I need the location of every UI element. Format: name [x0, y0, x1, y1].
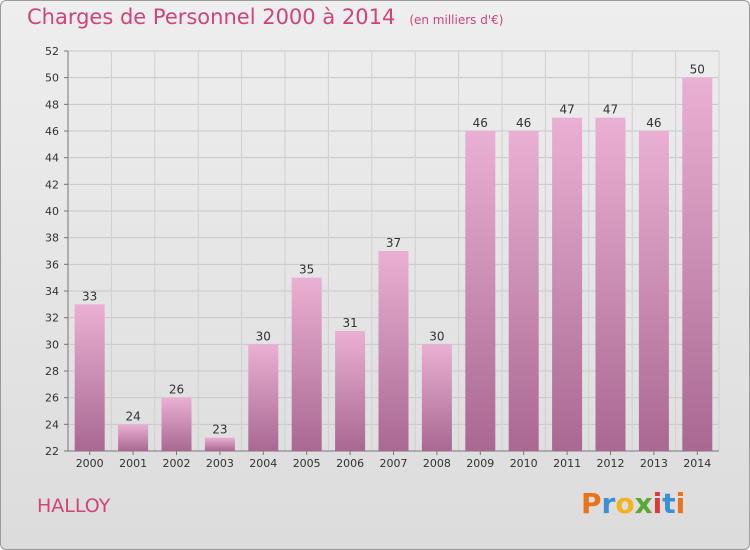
x-tick-label: 2012 — [597, 457, 625, 470]
x-tick-label: 2011 — [553, 457, 581, 470]
data-label: 24 — [125, 409, 140, 423]
y-tick-label: 26 — [45, 392, 59, 405]
bars — [74, 77, 713, 452]
logo-letter: x — [634, 487, 653, 520]
logo-letter: i — [675, 487, 686, 520]
bar — [118, 424, 149, 451]
bar — [248, 344, 279, 451]
x-tick-label: 2007 — [380, 457, 408, 470]
x-tick-label: 2000 — [76, 457, 104, 470]
x-tick-label: 2010 — [510, 457, 538, 470]
y-tick-label: 38 — [45, 232, 59, 245]
x-tick-label: 2009 — [466, 457, 494, 470]
bar — [638, 131, 669, 451]
y-tick-label: 36 — [45, 258, 59, 271]
data-label: 47 — [559, 103, 574, 117]
chart-title-text: Charges de Personnel 2000 à 2014 — [27, 5, 396, 29]
x-tick-label: 2013 — [640, 457, 668, 470]
chart-subtitle: (en milliers d'€) — [409, 13, 504, 27]
data-label: 46 — [516, 116, 531, 130]
data-label: 35 — [299, 263, 314, 277]
y-tick-label: 48 — [45, 98, 59, 111]
y-tick-label: 42 — [45, 178, 59, 191]
logo-letter: i — [652, 487, 663, 520]
bar — [74, 304, 105, 451]
logo-letter: o — [615, 487, 635, 520]
bar — [335, 331, 366, 451]
tick-labels: 22 24 26 28 30 32 34 36 38 40 42 44 46 48 50 52 2000 2001… — [45, 45, 711, 470]
bar — [552, 117, 583, 452]
y-tick-label: 46 — [45, 125, 59, 138]
x-tick-label: 2003 — [206, 457, 234, 470]
bar — [682, 77, 713, 452]
commune-name: HALLOY — [37, 495, 111, 517]
data-label: 30 — [429, 329, 444, 343]
data-label: 26 — [169, 383, 184, 397]
x-tick-label: 2008 — [423, 457, 451, 470]
y-tick-label: 28 — [45, 365, 59, 378]
y-tick-label: 50 — [45, 72, 59, 85]
x-tick-label: 2014 — [683, 457, 711, 470]
data-label: 47 — [603, 103, 618, 117]
bar — [421, 344, 452, 451]
data-label: 37 — [386, 236, 401, 250]
y-tick-label: 52 — [45, 45, 59, 58]
bar — [291, 277, 322, 451]
y-tick-label: 24 — [45, 418, 59, 431]
x-tick-label: 2002 — [163, 457, 191, 470]
data-label: 50 — [690, 63, 705, 77]
bar — [595, 117, 626, 452]
data-label: 33 — [82, 289, 97, 303]
y-tick-label: 30 — [45, 338, 59, 351]
logo-letter: r — [601, 487, 616, 520]
bar — [465, 131, 496, 451]
data-labels: 33 24 26 23 30 35 31 37 30 46 46 47 47 46 50 — [82, 63, 705, 437]
proxiti-logo[interactable]: Proxiti — [581, 487, 685, 520]
logo-letter: t — [662, 487, 676, 520]
x-tick-label: 2001 — [119, 457, 147, 470]
y-tick-label: 40 — [45, 205, 59, 218]
y-tick-label: 22 — [45, 445, 59, 458]
bar — [378, 251, 409, 451]
y-tick-label: 44 — [45, 152, 59, 165]
x-tick-label: 2005 — [293, 457, 321, 470]
y-tick-label: 32 — [45, 312, 59, 325]
data-label: 31 — [342, 316, 357, 330]
x-tick-label: 2004 — [249, 457, 277, 470]
data-label: 30 — [256, 329, 271, 343]
data-label: 23 — [212, 423, 227, 437]
data-label: 46 — [646, 116, 661, 130]
bar — [508, 131, 539, 451]
logo-letter: P — [581, 487, 602, 520]
bar — [204, 437, 235, 451]
data-label: 46 — [473, 116, 488, 130]
y-tick-label: 34 — [45, 285, 59, 298]
x-tick-label: 2006 — [336, 457, 364, 470]
chart-title: Charges de Personnel 2000 à 2014 (en mill… — [27, 5, 503, 29]
bar — [161, 397, 192, 451]
